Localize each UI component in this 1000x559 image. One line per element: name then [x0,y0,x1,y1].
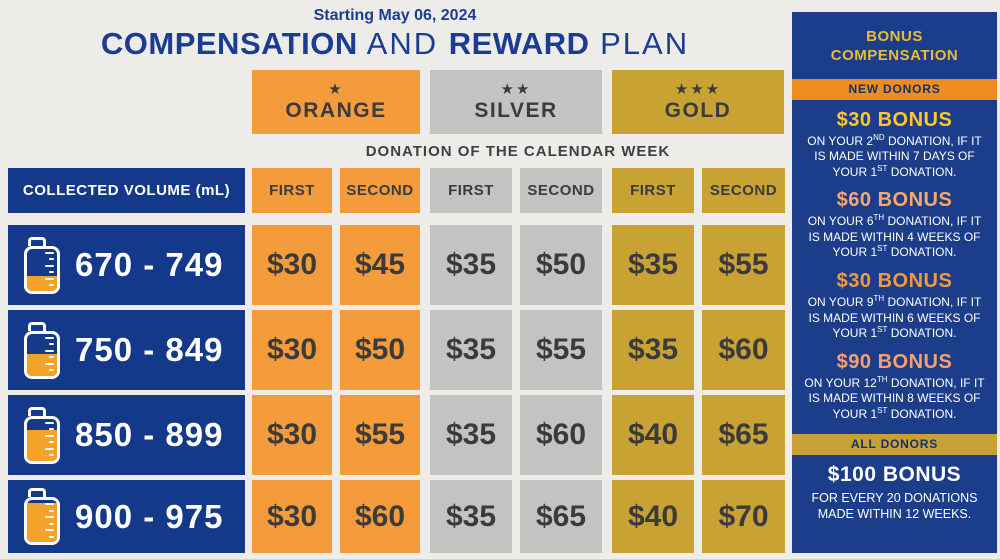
payout-cell: $35 [612,310,694,390]
payout-cell: $30 [252,480,332,553]
subheader-gold-second: SECOND [702,168,785,213]
bonus-description: ON YOUR 9TH DONATION, IF IT IS MADE WITH… [807,294,982,341]
volume-range-cell: 900 - 975 [8,480,245,553]
subheader-orange-second: SECOND [340,168,420,213]
subheader-orange-first: FIRST [252,168,332,213]
subheader-gold-first: FIRST [612,168,694,213]
title-reward: REWARD [448,26,590,61]
tier-header-orange: ★ ORANGE [252,70,420,134]
title-and: AND [357,26,449,61]
payout-cell: $30 [252,395,332,475]
table-row: 900 - 975 $30 $60 $35 $65 $40 $70 [8,480,785,553]
volume-range-cell: 750 - 849 [8,310,245,390]
volume-range: 670 - 749 [75,246,224,283]
bonus-amount: $30 BONUS [836,108,953,131]
table-row: 850 - 899 $30 $55 $35 $60 $40 $65 [8,395,785,475]
payout-cell: $65 [520,480,602,553]
bonus-description: ON YOUR 12TH DONATION, IF IT IS MADE WIT… [804,374,985,422]
bonus-compensation-panel: BONUS COMPENSATION NEW DONORS $30 BONUS … [792,12,997,553]
payout-cell: $35 [430,480,512,553]
volume-range-cell: 670 - 749 [8,225,245,305]
bonus-description: ON YOUR 6TH DONATION, IF IT IS MADE WITH… [807,213,982,260]
tier-name-orange: ORANGE [285,98,387,122]
star-icon: ★ [328,80,344,98]
volume-range: 850 - 899 [75,416,224,453]
tier-name-silver: SILVER [474,98,558,122]
subheader-silver-second: SECOND [520,168,602,213]
calendar-week-label: DONATION OF THE CALENDAR WEEK [365,143,671,160]
bonus-item: $90 BONUS ON YOUR 12TH DONATION, IF IT I… [792,351,997,423]
plasma-bottle-icon [24,488,60,545]
table-header-row: COLLECTED VOLUME (mL) FIRST SECOND FIRST… [8,168,785,213]
payout-cell: $60 [702,310,785,390]
tier-header-silver: ★★ SILVER [430,70,602,134]
volume-range-cell: 850 - 899 [8,395,245,475]
bonus-item: $30 BONUS ON YOUR 2ND DONATION, IF IT IS… [792,109,997,181]
table-row: 750 - 849 $30 $50 $35 $55 $35 $60 [8,310,785,390]
payout-cell: $65 [702,395,785,475]
volume-range: 900 - 975 [75,497,224,535]
payout-cell: $70 [702,480,785,553]
all-donors-bar: ALL DONORS [792,433,997,455]
payout-cell: $35 [430,310,512,390]
subheader-silver-first: FIRST [430,168,512,213]
bonus-item: $30 BONUS ON YOUR 9TH DONATION, IF IT IS… [792,270,997,342]
new-donors-bar: NEW DONORS [792,78,997,100]
bonus-panel-title: BONUS COMPENSATION [830,28,959,64]
volume-header: COLLECTED VOLUME (mL) [8,168,245,213]
payout-cell: $35 [612,225,694,305]
table-row: 670 - 749 $30 $45 $35 $50 $35 $55 [8,225,785,305]
payout-cell: $50 [520,225,602,305]
payout-cell: $30 [252,225,332,305]
tier-name-gold: GOLD [664,98,732,122]
payout-cell: $60 [520,395,602,475]
payout-cell: $55 [340,395,420,475]
all-donors-bonus-amount: $100 BONUS [827,462,962,486]
bonus-amount: $90 BONUS [836,350,953,373]
payout-cell: $50 [340,310,420,390]
tier-header-gold: ★★★ GOLD [612,70,784,134]
plasma-bottle-icon [24,236,60,294]
bonus-description: ON YOUR 2ND DONATION, IF IT IS MADE WITH… [807,132,982,179]
payout-cell: $45 [340,225,420,305]
payout-cell: $35 [430,395,512,475]
plasma-bottle-icon [24,406,60,464]
plasma-bottle-icon [24,321,60,379]
payout-cell: $35 [430,225,512,305]
bonus-amount: $60 BONUS [836,189,953,212]
payout-cell: $40 [612,395,694,475]
bonus-amount: $30 BONUS [836,270,953,293]
payout-cell: $40 [612,480,694,553]
payout-cell: $30 [252,310,332,390]
title-compensation: COMPENSATION [100,26,358,61]
star-icon: ★★★ [674,80,722,98]
volume-range: 750 - 849 [75,331,224,368]
payout-cell: $55 [702,225,785,305]
star-icon: ★★ [500,80,532,98]
bonus-item: $60 BONUS ON YOUR 6TH DONATION, IF IT IS… [792,189,997,261]
effective-date: Starting May 06, 2024 [313,7,477,24]
all-donors-bonus-description: FOR EVERY 20 DONATIONS MADE WITHIN 12 WE… [811,490,978,521]
payout-cell: $60 [340,480,420,553]
title-plan: PLAN [589,26,690,61]
payout-cell: $55 [520,310,602,390]
page-title: COMPENSATION AND REWARD PLAN [0,26,790,62]
